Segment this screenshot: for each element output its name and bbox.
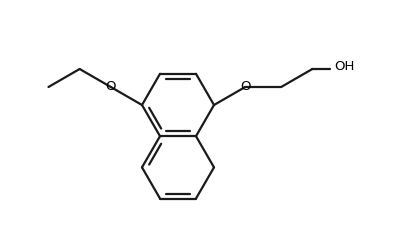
- Text: O: O: [106, 80, 116, 93]
- Text: O: O: [240, 80, 250, 93]
- Text: OH: OH: [334, 59, 355, 72]
